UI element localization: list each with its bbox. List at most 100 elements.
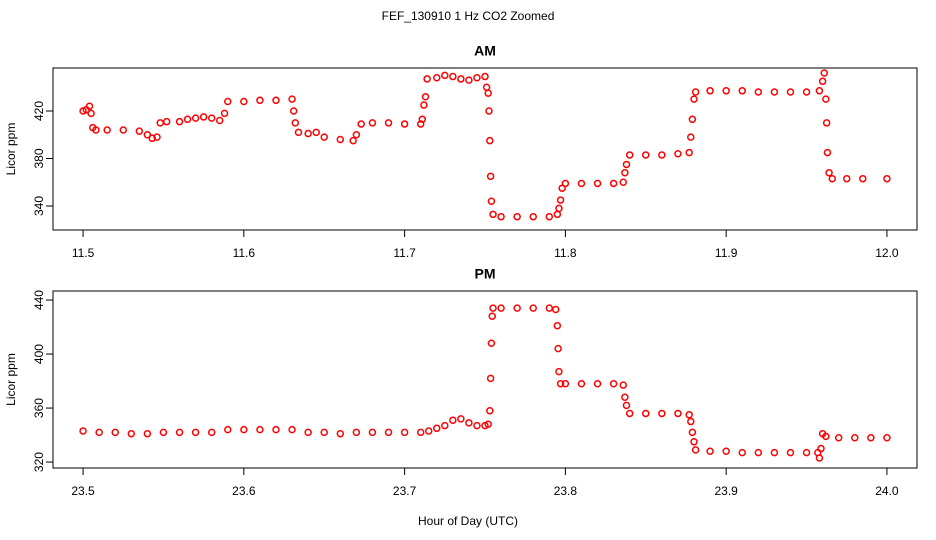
data-point [851, 434, 859, 442]
data-point [441, 421, 449, 430]
data-point [513, 304, 521, 312]
x-tick-label: 12.0 [875, 246, 899, 260]
data-point [291, 119, 300, 127]
data-point [127, 429, 136, 438]
data-point [416, 120, 425, 128]
data-point [685, 411, 693, 419]
data-point [609, 380, 618, 388]
data-point [143, 130, 152, 139]
data-point [304, 129, 312, 138]
data-point [368, 428, 377, 437]
data-point [175, 428, 184, 437]
data-point [289, 107, 298, 115]
data-point [288, 95, 296, 103]
data-point [352, 428, 361, 437]
data-point [553, 321, 562, 330]
data-point [786, 88, 795, 96]
data-point [207, 114, 216, 122]
data-point [621, 393, 629, 402]
data-point [489, 210, 497, 219]
data-point [240, 97, 248, 106]
data-point [823, 148, 832, 157]
data-point [687, 417, 695, 426]
data-point [859, 174, 867, 183]
data-point [555, 204, 563, 213]
data-point [867, 434, 875, 442]
data-point [555, 367, 563, 376]
x-tick-label: 23.7 [393, 484, 417, 498]
x-tick-label: 23.8 [554, 484, 578, 498]
data-point [423, 75, 431, 83]
data-point [529, 304, 537, 312]
data-point [272, 96, 280, 105]
y-tick-label: 400 [32, 344, 46, 364]
data-point [424, 427, 433, 435]
data-point [593, 179, 602, 188]
x-tick-label: 11.5 [72, 246, 95, 260]
data-point [802, 88, 811, 96]
data-point [706, 447, 714, 456]
data-point [822, 119, 831, 127]
y-tick-label: 380 [32, 148, 46, 168]
data-point [554, 344, 562, 353]
data-point [834, 434, 843, 442]
data-point [642, 409, 650, 418]
data-point [199, 113, 208, 121]
data-point [336, 429, 345, 438]
data-point [320, 428, 328, 437]
data-point [625, 151, 634, 159]
data-point [786, 448, 795, 457]
data-point [561, 380, 570, 388]
data-point [883, 174, 891, 183]
data-point [420, 101, 428, 109]
data-point [433, 73, 441, 82]
data-point [822, 432, 830, 441]
data-point [191, 114, 200, 122]
data-point [457, 415, 465, 423]
data-point [820, 69, 828, 77]
data-point [484, 420, 492, 429]
data-point [556, 196, 565, 204]
data-point [153, 133, 161, 141]
x-tick-label: 11.6 [233, 246, 256, 260]
data-point [486, 374, 495, 383]
data-point [441, 71, 449, 80]
data-point [738, 448, 746, 457]
data-point [556, 380, 565, 388]
data-point [815, 454, 824, 462]
data-point [312, 128, 320, 137]
data-point [111, 428, 119, 437]
data-point [349, 136, 357, 145]
data-point [384, 119, 393, 127]
data-point [256, 425, 264, 434]
data-point [449, 72, 457, 81]
data-point [207, 428, 216, 437]
data-point [224, 97, 232, 106]
data-point [706, 87, 714, 95]
data-point [240, 425, 248, 434]
data-point [577, 380, 586, 388]
data-point [497, 212, 505, 221]
data-point [482, 83, 491, 91]
data-point [148, 134, 156, 143]
plot-box [52, 67, 918, 231]
data-point [320, 133, 328, 141]
data-point [722, 87, 730, 95]
data-point [421, 92, 430, 101]
data-point [621, 169, 629, 177]
y-tick-label: 320 [32, 452, 46, 472]
plot-box [52, 290, 918, 469]
x-tick-label: 23.9 [714, 484, 738, 498]
data-point [119, 126, 128, 134]
data-point [79, 427, 87, 435]
data-point [87, 109, 95, 118]
data-point [220, 109, 229, 118]
data-point [690, 95, 698, 103]
data-point [722, 447, 730, 456]
panel-title: PM [475, 266, 496, 282]
y-tick-label: 440 [32, 290, 46, 310]
x-tick-label: 11.8 [554, 246, 577, 260]
data-point [529, 212, 537, 221]
data-point [486, 407, 494, 415]
